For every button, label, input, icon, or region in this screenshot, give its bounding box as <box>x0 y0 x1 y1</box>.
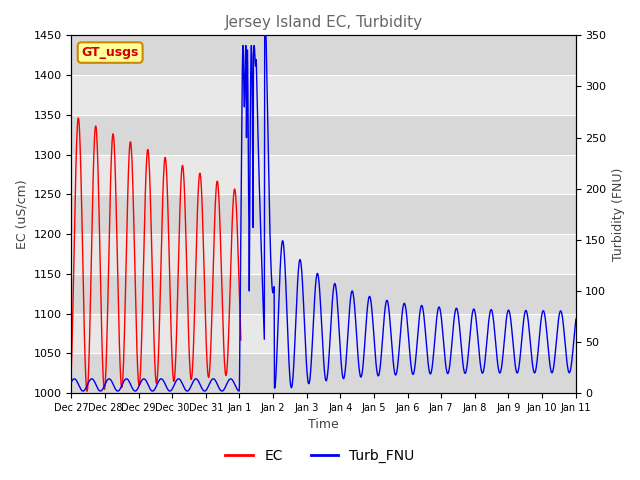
Bar <box>72 75 575 115</box>
Bar <box>72 36 575 75</box>
Bar <box>72 155 575 194</box>
Bar <box>72 313 575 353</box>
Bar <box>72 194 575 234</box>
Text: GT_usgs: GT_usgs <box>81 46 139 59</box>
Bar <box>72 115 575 155</box>
Y-axis label: EC (uS/cm): EC (uS/cm) <box>15 180 28 249</box>
Bar <box>72 353 575 393</box>
Bar <box>72 234 575 274</box>
Legend: EC, Turb_FNU: EC, Turb_FNU <box>220 443 420 468</box>
X-axis label: Time: Time <box>308 419 339 432</box>
Y-axis label: Turbidity (FNU): Turbidity (FNU) <box>612 168 625 261</box>
Title: Jersey Island EC, Turbidity: Jersey Island EC, Turbidity <box>225 15 422 30</box>
Bar <box>72 274 575 313</box>
